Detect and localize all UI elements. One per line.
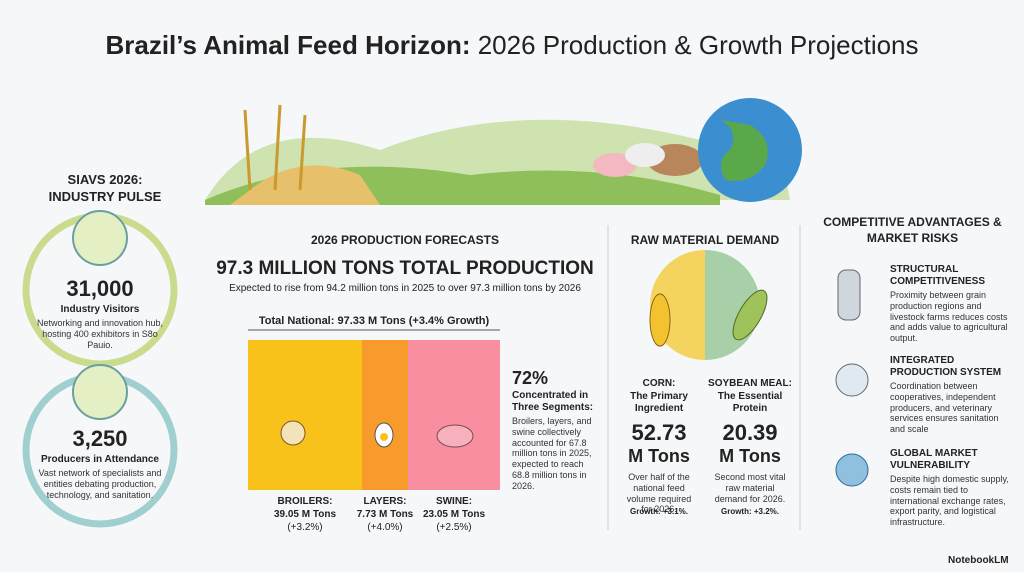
raw-text: Over half of the national feed volume re… [626, 472, 692, 515]
raw-growth: Growth: +3.1%. [629, 507, 688, 516]
adv-text: Despite high domestic supply, costs rema… [890, 474, 1009, 528]
raw-name: SOYBEAN MEAL: [708, 378, 792, 389]
segment-name: BROILERS: [277, 496, 333, 507]
raw-growth: Growth: +3.2%. [720, 507, 779, 516]
card-number: 3,250 [72, 426, 128, 451]
adv-title: GLOBAL MARKET VULNERABILITY [890, 448, 978, 471]
card-label: Industry Visitors [60, 304, 140, 315]
raw-name: CORN: [642, 378, 676, 389]
share-value: 72% [512, 368, 549, 388]
raw-heading: RAW MATERIAL DEMAND [630, 233, 780, 247]
segment-growth: (+2.5%) [436, 522, 472, 533]
raw-amount: 20.39 [722, 420, 778, 445]
adv-heading: COMPETITIVE ADVANTAGES & MARKET RISKS [823, 215, 1002, 246]
share-text: Broilers, layers, and swine collectively… [512, 416, 592, 491]
pulse-title: SIAVS 2026: INDUSTRY PULSE [48, 172, 162, 204]
card-number: 31,000 [66, 276, 134, 301]
raw-amount: 52.73 [631, 420, 687, 445]
adv-text: Coordination between cooperatives, indep… [890, 381, 999, 435]
segment-name: LAYERS: [363, 496, 407, 507]
adv-title: STRUCTURAL COMPETITIVENESS [890, 264, 986, 287]
segment-amount: 7.73 M Tons [356, 509, 414, 520]
forecast-headline: 97.3 MILLION TONS TOTAL PRODUCTION [216, 258, 594, 279]
segment-amount: 39.05 M Tons [273, 509, 337, 520]
title-bold: Brazil’s Animal Feed Horizon: [105, 30, 471, 60]
forecast-total: Total National: 97.33 M Tons (+3.4% Grow… [258, 315, 490, 327]
title: Brazil’s Animal Feed Horizon: 2026 Produ… [0, 30, 1024, 61]
raw-unit: M Tons [628, 446, 690, 466]
raw-role: The Essential Protein [717, 391, 783, 414]
raw-text: Second most vital raw material demand fo… [714, 472, 786, 504]
share-label: Concentrated in Three Segments: [512, 390, 594, 413]
brand: NotebookLM [948, 555, 1009, 566]
adv-title: INTEGRATED PRODUCTION SYSTEM [890, 355, 1002, 378]
raw-role: The Primary Ingredient [630, 391, 688, 414]
segment-growth: (+4.0%) [367, 522, 403, 533]
adv-text: Proximity between grain production regio… [890, 290, 1008, 344]
forecast-heading: 2026 PRODUCTION FORECASTS [310, 233, 500, 247]
segment-amount: 23.05 M Tons [422, 509, 486, 520]
card-text: Vast network of specialists and entities… [38, 468, 162, 500]
card-label: Producers in Attendance [41, 454, 159, 465]
card-text: Networking and innovation hub, hosting 4… [36, 318, 164, 350]
title-rest: 2026 Production & Growth Projections [477, 30, 919, 60]
segment-growth: (+3.2%) [287, 522, 323, 533]
segment-name: SWINE: [435, 496, 473, 507]
forecast-subline: Expected to rise from 94.2 million tons … [229, 283, 581, 294]
raw-unit: M Tons [719, 446, 781, 466]
